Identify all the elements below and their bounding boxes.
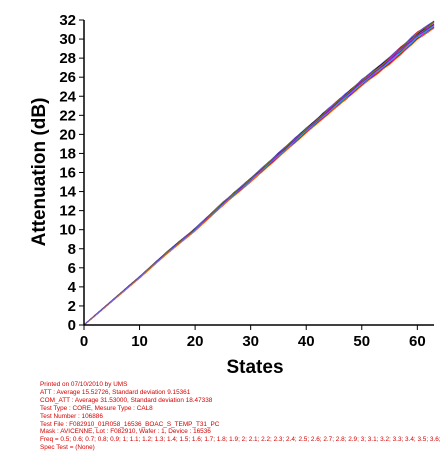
- y-tick-label: 30: [59, 31, 76, 48]
- y-tick-label: 16: [59, 165, 76, 182]
- x-tick-label: 20: [187, 333, 204, 350]
- y-tick-label: 28: [59, 50, 76, 67]
- x-tick-label: 0: [80, 333, 88, 350]
- x-ticks: 0 10 20 30 40 50 60: [80, 325, 426, 350]
- y-tick-label: 26: [59, 69, 76, 86]
- y-tick-label: 6: [68, 260, 76, 277]
- x-tick-label: 10: [131, 333, 148, 350]
- y-tick-label: 2: [68, 298, 76, 315]
- y-tick-label: 18: [59, 145, 76, 162]
- footer-line-test-type: Test Type : CORE, Mesure Type : CAL8: [40, 404, 153, 412]
- footer-line-test-number: Test Number : 106886: [40, 412, 103, 420]
- x-tick-label: 50: [353, 333, 370, 350]
- x-tick-label: 30: [242, 333, 259, 350]
- footer-line-test-file: Test File : F082910_01R058_16536_BOAC_S_…: [40, 420, 220, 428]
- footer-line-com-att: COM_ATT : Average 31.53000, Standard dev…: [40, 396, 213, 404]
- x-axis-label: States: [226, 357, 283, 378]
- y-tick-label: 8: [68, 241, 76, 258]
- series-line: [83, 21, 435, 326]
- x-tick-label: 40: [298, 333, 315, 350]
- print-footer: Printed on 07/10/2010 by UMS ATT : Avera…: [40, 381, 440, 452]
- y-tick-label: 10: [59, 222, 76, 239]
- y-tick-label: 14: [59, 184, 76, 201]
- y-tick-label: 32: [59, 12, 76, 29]
- y-tick-label: 4: [68, 279, 77, 296]
- y-tick-label: 20: [59, 126, 76, 143]
- y-tick-label: 12: [59, 203, 76, 220]
- footer-line-printed: Printed on 07/10/2010 by UMS: [40, 381, 128, 388]
- series-traces: [83, 20, 435, 326]
- y-tick-label: 22: [59, 107, 76, 124]
- y-tick-label: 0: [68, 317, 76, 334]
- footer-line-att: ATT : Average 15.52726, Standard deviati…: [40, 388, 191, 396]
- footer-line-mask: Mask : AVICENNE, Lot : F082910, Wafer : …: [40, 428, 211, 436]
- series-line: [83, 27, 435, 326]
- y-tick-label: 24: [59, 88, 76, 105]
- y-axis-label: Attenuation (dB): [29, 98, 50, 247]
- x-tick-label: 60: [409, 333, 426, 350]
- footer-line-freq: Freq = 0.5; 0.6; 0.7; 0.8; 0.9; 1; 1.1; …: [40, 436, 440, 444]
- footer-line-spec-test: Spec Test = (None): [40, 444, 95, 452]
- series-line: [83, 25, 435, 326]
